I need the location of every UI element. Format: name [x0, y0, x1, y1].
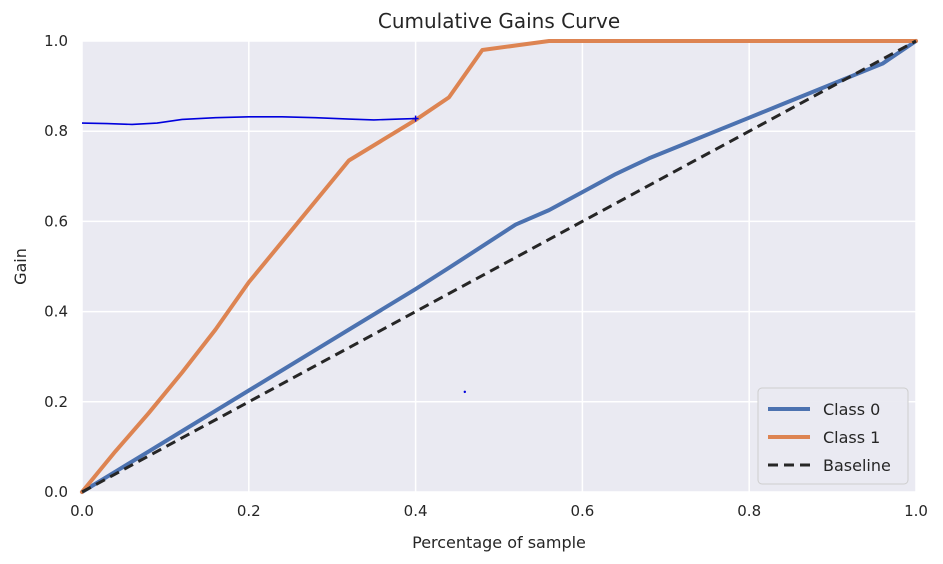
annotation-stroke [81, 115, 416, 126]
y-tick-label: 0.4 [44, 303, 68, 321]
legend-label: Class 1 [823, 428, 880, 447]
y-tick-label: 0.8 [44, 122, 68, 140]
x-tick-label: 0.8 [737, 502, 761, 520]
series-line-baseline [81, 39, 917, 494]
x-tick-label: 0.2 [237, 502, 261, 520]
y-tick-label: 0.2 [44, 393, 68, 411]
legend-box [757, 387, 909, 485]
x-axis-label: Percentage of sample [412, 533, 586, 552]
series-layer [80, 39, 918, 494]
chart-title: Cumulative Gains Curve [378, 9, 620, 33]
y-tick-label: 0.0 [44, 483, 68, 501]
y-axis-label: Gain [11, 248, 30, 285]
series-line-class-1 [80, 39, 918, 494]
x-tick-label: 0.6 [570, 502, 594, 520]
tick-labels: 0.0 0.2 0.4 0.6 0.8 1.0 0.0 0.2 0.4 0.6 0.8 1.0 [44, 32, 928, 520]
series-line-class-0 [80, 39, 918, 494]
y-tick-label: 1.0 [44, 32, 68, 50]
y-tick-label: 0.6 [44, 212, 68, 230]
x-tick-label: 0.0 [70, 502, 94, 520]
legend: Class 0 Class 1 Baseline [757, 387, 909, 485]
x-tick-label: 1.0 [904, 502, 928, 520]
annotation-dot [463, 390, 467, 394]
annotation-layer [81, 115, 467, 394]
legend-label: Baseline [823, 456, 891, 475]
legend-label: Class 0 [823, 400, 880, 419]
x-tick-label: 0.4 [404, 502, 428, 520]
